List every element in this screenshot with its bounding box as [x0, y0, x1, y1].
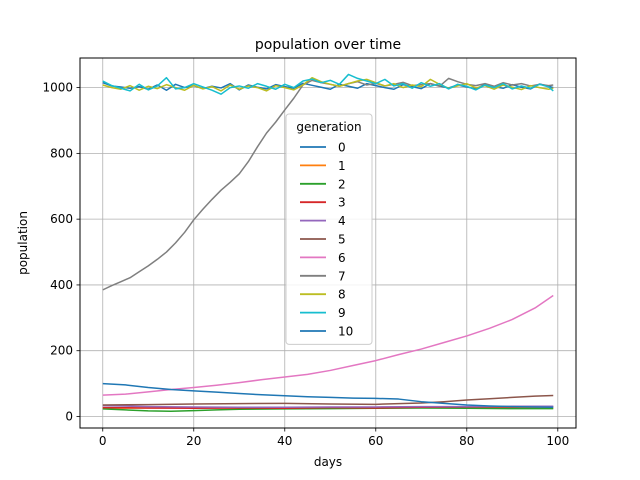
series-line-gen-10	[102, 382, 554, 409]
y-tick-label: 600	[50, 212, 73, 226]
y-tick-label: 200	[50, 344, 73, 358]
y-axis: 0 200 400 600 800 1000	[42, 81, 80, 423]
y-axis-label: population	[16, 211, 30, 275]
series-line-gen-5	[102, 394, 554, 406]
plot-area	[79, 57, 577, 429]
legend-label-gen-2: 2	[338, 177, 346, 191]
x-tick-label: 20	[186, 434, 201, 448]
y-tick-label: 400	[50, 278, 73, 292]
legend-title: generation	[296, 120, 361, 134]
series-line-gen-4	[102, 404, 554, 409]
legend: generation 0 1 2 3 4 5 6 7 8 9 10	[285, 113, 373, 345]
x-tick-label: 80	[459, 434, 474, 448]
x-axis: 0 20 40 60 80 100	[99, 428, 569, 448]
x-tick-label: 60	[368, 434, 383, 448]
legend-label-gen-10: 10	[338, 325, 353, 339]
series-line-gen-6	[102, 294, 554, 396]
series-line-gen-9	[102, 73, 554, 95]
y-tick-label: 0	[65, 409, 73, 423]
y-tick-label: 1000	[42, 81, 73, 95]
legend-label-gen-9: 9	[338, 306, 346, 320]
legend-label-gen-8: 8	[338, 288, 346, 302]
legend-label-gen-1: 1	[338, 159, 346, 173]
x-axis-label: days	[314, 455, 342, 469]
legend-box	[285, 113, 373, 345]
series-layer	[102, 73, 554, 412]
legend-label-gen-5: 5	[338, 233, 346, 247]
legend-label-gen-7: 7	[338, 269, 346, 283]
legend-label-gen-3: 3	[338, 196, 346, 210]
x-tick-label: 40	[277, 434, 292, 448]
legend-label-gen-6: 6	[338, 251, 346, 265]
x-tick-label: 100	[546, 434, 569, 448]
legend-label-gen-0: 0	[338, 141, 346, 155]
y-tick-label: 800	[50, 146, 73, 160]
legend-label-gen-4: 4	[338, 214, 346, 228]
series-line-gen-2	[102, 407, 554, 412]
x-tick-label: 0	[99, 434, 107, 448]
chart-title: population over time	[255, 37, 401, 53]
